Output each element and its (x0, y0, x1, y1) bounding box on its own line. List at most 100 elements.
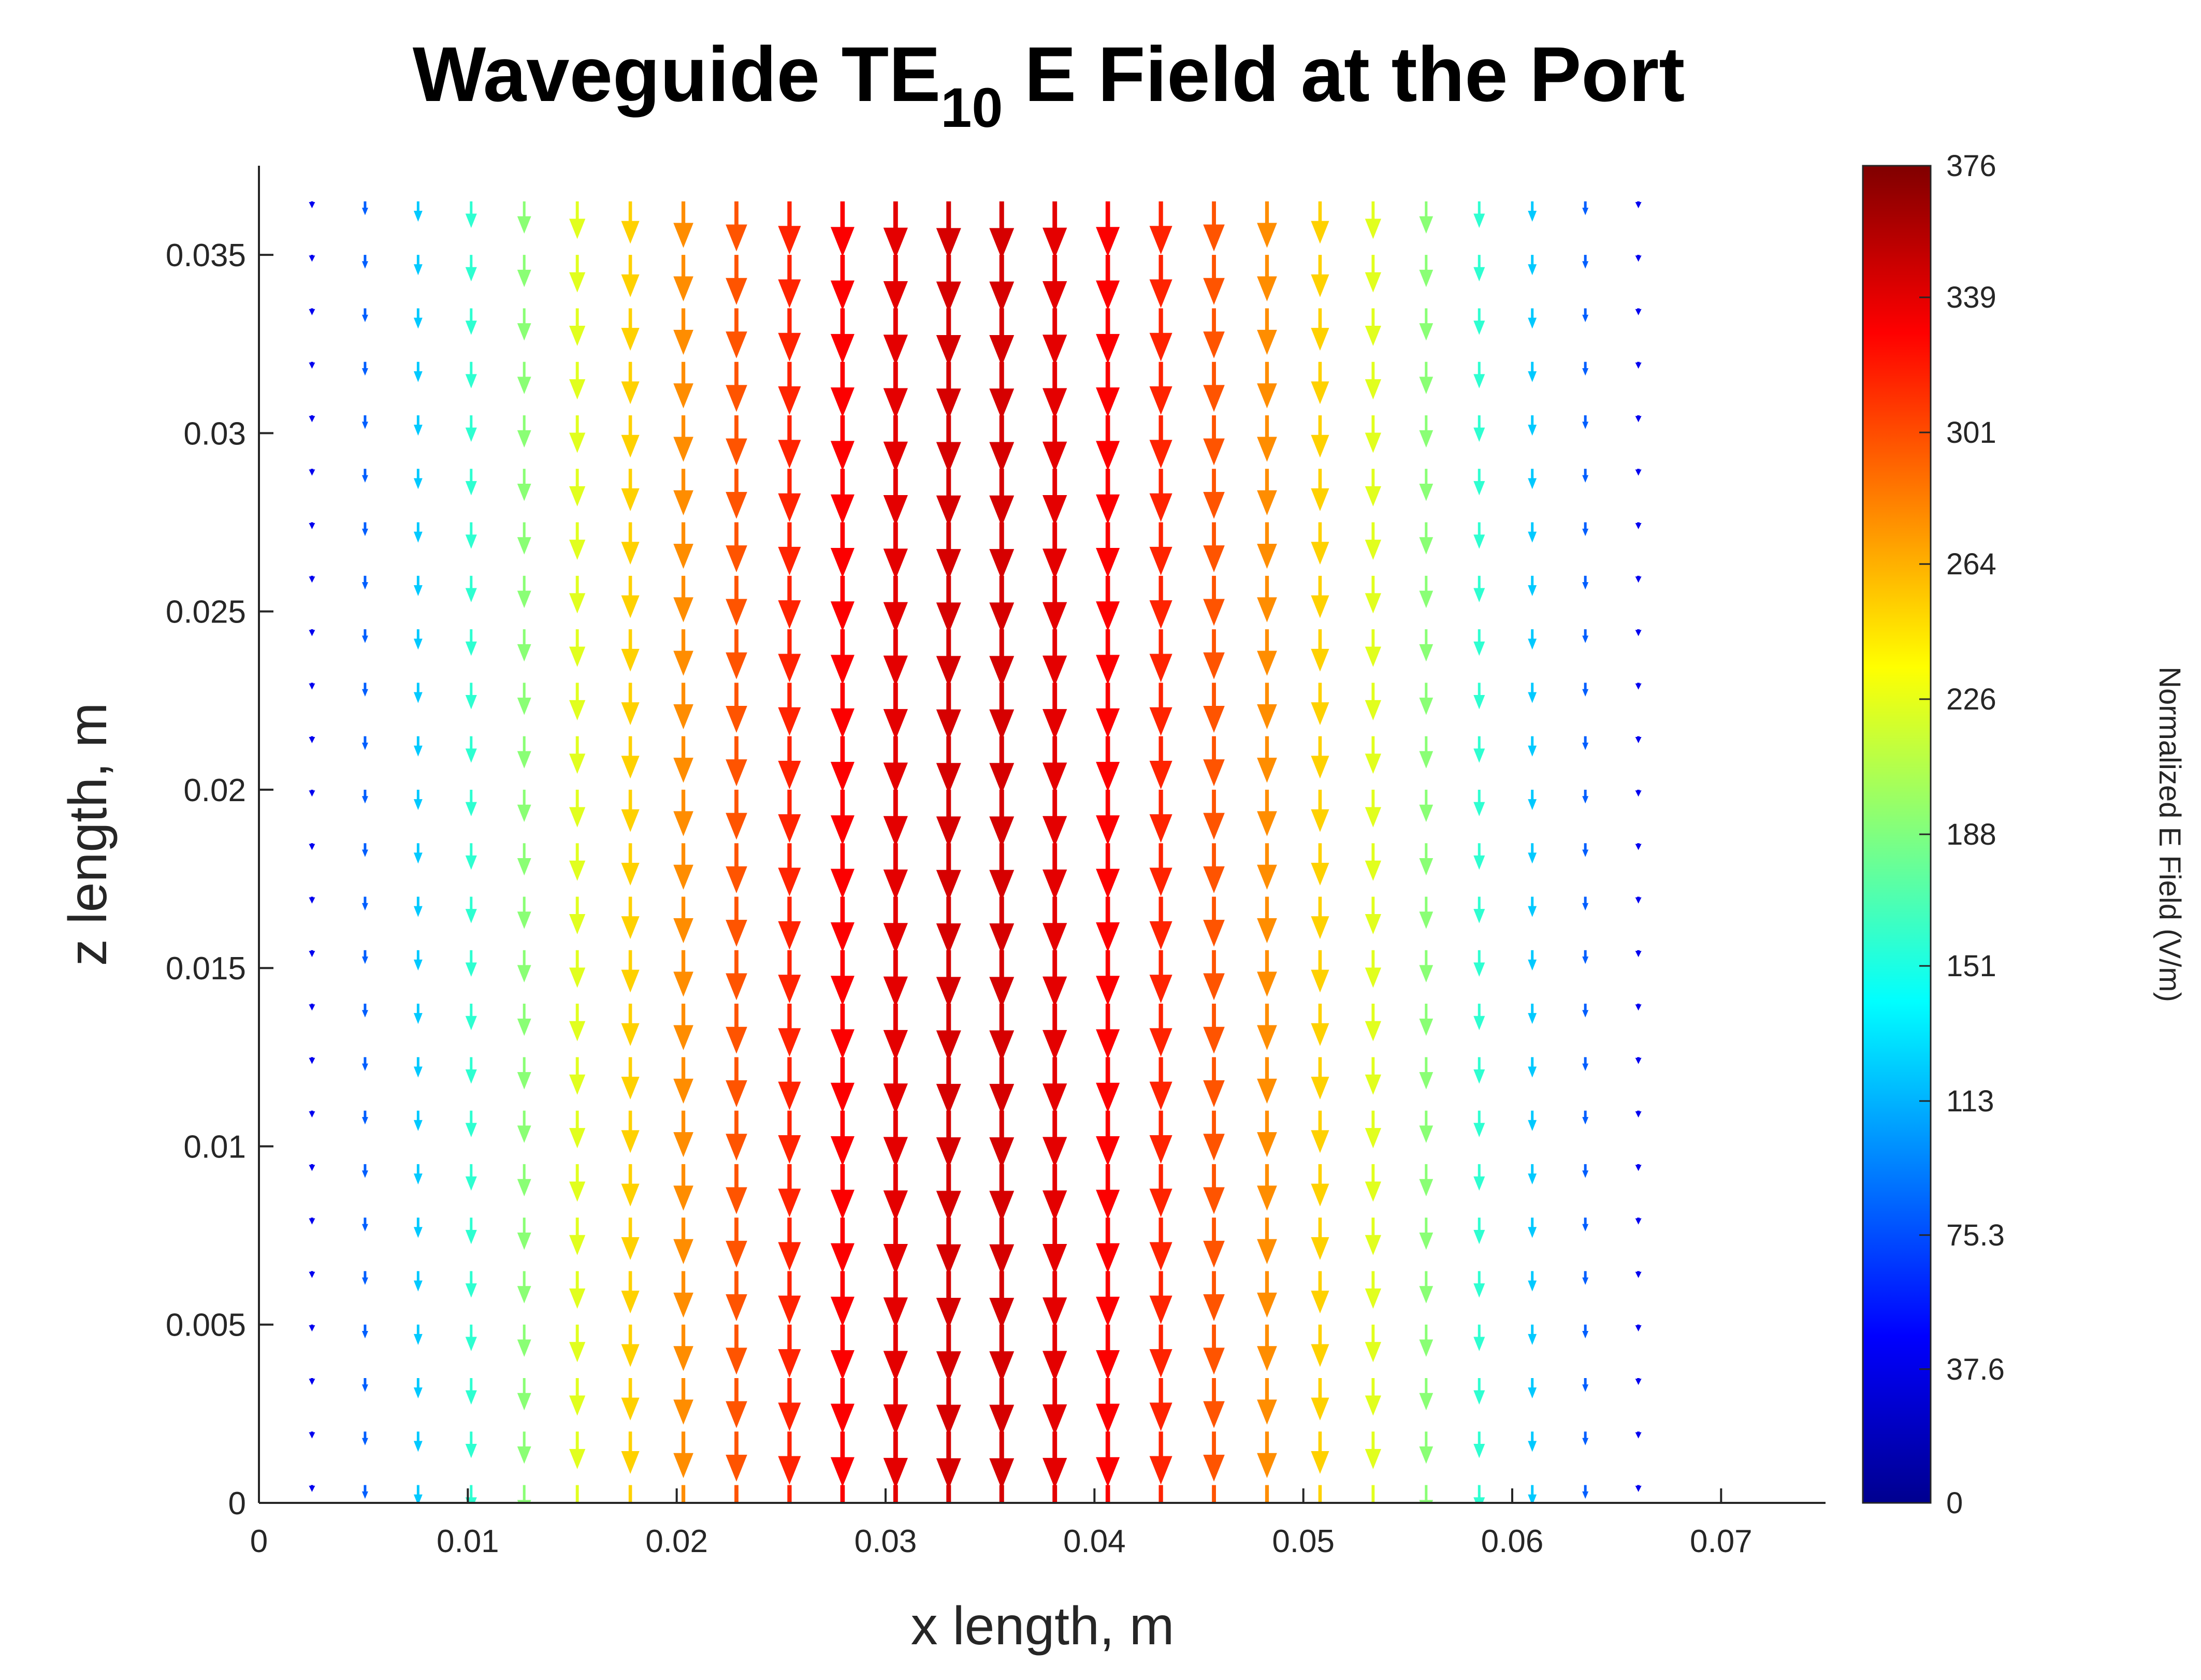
arrow-head (726, 920, 747, 947)
arrow-head (778, 279, 801, 308)
arrow-head (1419, 323, 1433, 341)
arrow-head (936, 1512, 961, 1543)
arrow-head (830, 1082, 855, 1113)
arrow-head (309, 897, 315, 904)
colorbar-tick-label: 264 (1946, 547, 1996, 581)
arrow-head (830, 1296, 855, 1327)
arrow-head (309, 1218, 315, 1225)
arrow-head (778, 1510, 801, 1538)
arrow-head (1311, 221, 1329, 244)
arrow-head (517, 751, 531, 769)
arrow-head (1042, 281, 1067, 312)
arrow-head (1582, 208, 1589, 215)
arrow-head (309, 255, 315, 262)
arrow-head (673, 1453, 693, 1479)
arrow-head (1096, 708, 1120, 738)
x-tick-label: 0.06 (1481, 1524, 1544, 1559)
arrow-head (1473, 1069, 1485, 1084)
arrow-head (309, 683, 315, 690)
arrow-head (413, 425, 423, 436)
arrow-head (726, 706, 747, 733)
arrow-head (309, 469, 315, 476)
arrow-head (1042, 923, 1067, 954)
arrow-head (1042, 816, 1067, 847)
arrow-head (778, 1189, 801, 1218)
arrow-head (1257, 544, 1277, 569)
arrow-head (830, 1457, 855, 1487)
arrow-head (989, 763, 1015, 794)
arrow-head (1149, 1081, 1172, 1110)
arrow-head (569, 860, 586, 881)
arrow-head (361, 1117, 368, 1125)
arrow-head (569, 967, 586, 988)
arrow-head (673, 1346, 693, 1371)
arrow-column (673, 201, 693, 1503)
arrow-head (936, 1244, 961, 1276)
arrow-head (1257, 329, 1277, 355)
arrow-head (517, 484, 531, 501)
arrow-head (1635, 1004, 1642, 1011)
arrow-head (413, 1227, 423, 1238)
arrow-head (673, 650, 693, 676)
arrow-head (1473, 1497, 1485, 1503)
arrow-head (673, 864, 693, 890)
arrow-head (883, 816, 908, 847)
arrow-head (1096, 1296, 1120, 1327)
arrow-head (883, 1404, 908, 1435)
title-main: Waveguide TE (413, 31, 941, 118)
arrow-head (1042, 1297, 1067, 1328)
arrow-head (989, 1297, 1015, 1329)
arrow-head (778, 975, 801, 1004)
arrow-head (569, 593, 586, 614)
x-tick-label: 0.01 (437, 1524, 499, 1559)
arrow-head (1528, 692, 1537, 703)
arrow-head (465, 481, 477, 496)
arrow-head (1635, 1325, 1642, 1332)
arrow-head (1419, 1072, 1433, 1090)
arrow-head (778, 1349, 801, 1378)
arrow-head (1257, 1453, 1277, 1479)
colorbar-tick-label: 113 (1946, 1084, 1994, 1118)
arrow-head (1096, 227, 1120, 257)
colorbar-tick-label: 75.3 (1946, 1219, 2005, 1252)
arrow-head (1203, 920, 1225, 947)
arrow-head (830, 976, 855, 1006)
arrow-head (830, 762, 855, 792)
arrow-head (1635, 951, 1642, 958)
arrow-head (1149, 226, 1172, 255)
arrow-head (1203, 1294, 1225, 1322)
arrow-head (1635, 1111, 1642, 1118)
arrow-head (989, 388, 1015, 420)
arrow-column (830, 201, 855, 1503)
arrow-head (1419, 484, 1433, 501)
arrow-head (726, 224, 747, 252)
x-tick-label: 0.02 (645, 1524, 708, 1559)
arrow-head (1203, 813, 1225, 840)
arrow-head (1473, 1229, 1485, 1244)
arrow-head (621, 221, 640, 244)
arrow-head (1635, 1379, 1642, 1385)
arrow-head (936, 709, 961, 741)
arrow-head (726, 813, 747, 840)
arrow-head (1528, 852, 1537, 864)
arrow-column (517, 201, 531, 1503)
arrow-head (1149, 386, 1172, 415)
arrow-head (1528, 745, 1537, 757)
arrow-head (309, 630, 315, 636)
arrow-head (830, 227, 855, 257)
arrow-head (1203, 278, 1225, 305)
arrow-head (309, 790, 315, 797)
arrow-head (413, 906, 423, 917)
arrow-head (517, 1018, 531, 1036)
arrow-head (1419, 269, 1433, 287)
arrow-head (1635, 1271, 1642, 1278)
arrow-head (778, 921, 801, 950)
arrow-column (1473, 201, 1485, 1503)
arrow-head (1042, 1243, 1067, 1275)
arrow-head (1473, 695, 1485, 709)
arrow-head (673, 437, 693, 462)
arrow-head (569, 1181, 586, 1202)
arrow-column (569, 201, 586, 1503)
arrow-head (1582, 368, 1589, 376)
arrow-head (673, 383, 693, 409)
